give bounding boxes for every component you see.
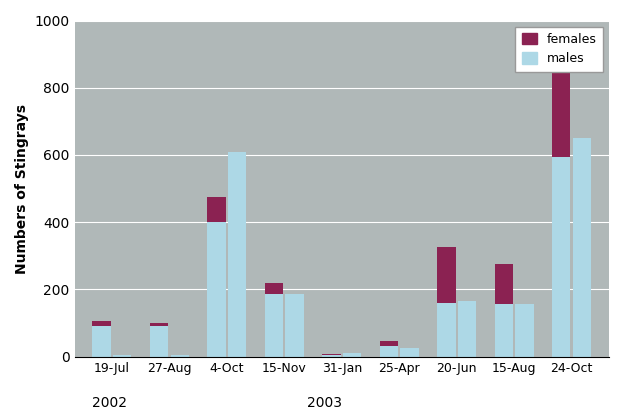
Bar [379,342,398,347]
Bar [92,321,110,326]
Bar [401,348,419,356]
Bar [437,247,456,303]
Bar [170,355,189,356]
Bar [343,352,361,356]
Bar [228,151,246,356]
Bar [113,355,132,356]
Y-axis label: Numbers of Stingrays: Numbers of Stingrays [15,103,29,273]
Bar [285,294,304,356]
Bar [92,326,110,356]
Bar [150,323,168,326]
Bar [458,301,476,356]
Bar [552,156,570,356]
Bar [379,347,398,356]
Text: 2002: 2002 [92,395,127,410]
Bar [322,354,341,355]
Bar [552,54,570,156]
Bar [150,326,168,356]
Legend: females, males: females, males [515,27,603,71]
Bar [495,264,513,305]
Bar [207,222,226,356]
Bar [437,303,456,356]
Bar [265,283,283,294]
Bar [573,138,591,356]
Bar [495,305,513,356]
Bar [322,355,341,356]
Bar [515,305,534,356]
Text: 2003: 2003 [307,395,342,410]
Bar [265,294,283,356]
Bar [207,197,226,222]
